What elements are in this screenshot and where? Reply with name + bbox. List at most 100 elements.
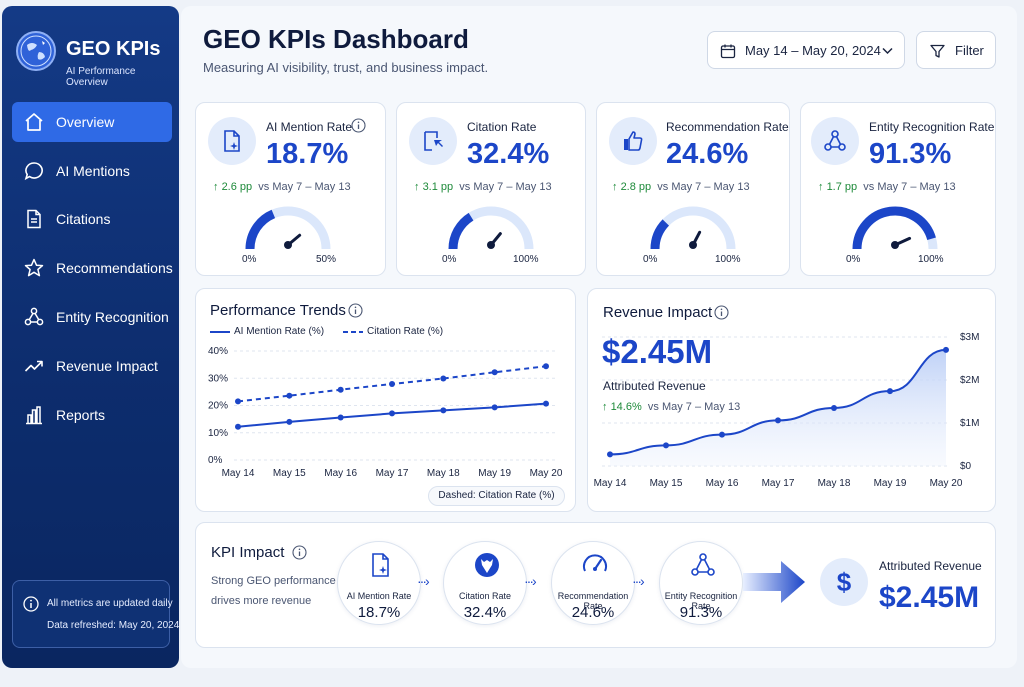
x-tick-label: May 18 <box>427 468 460 479</box>
info-icon[interactable] <box>292 545 307 560</box>
x-tick-label: May 16 <box>324 468 357 479</box>
data-point <box>831 404 837 411</box>
date-range-picker[interactable]: May 14 – May 20, 2024 <box>707 31 905 69</box>
sidebar-item-revenue-impact[interactable]: Revenue Impact <box>12 346 172 386</box>
gauge-min-label: 0% <box>846 254 861 265</box>
info-icon[interactable] <box>351 118 366 133</box>
chat-bubble-icon <box>24 162 43 181</box>
flow-step-citation-rate: Citation Rate 32.4% <box>443 541 527 625</box>
chart-note: Dashed: Citation Rate (%) <box>428 486 565 506</box>
y-tick-label: 30% <box>208 373 228 384</box>
kpi-change: ↑ 2.6 pp vs May 7 – May 13 <box>213 181 351 193</box>
kpi-delta-value: 2.8 pp <box>620 181 652 193</box>
flow-step-value: 32.4% <box>463 604 507 621</box>
big-arrow-icon <box>743 561 805 603</box>
gauge-fill <box>245 209 276 250</box>
revenue-compare-period: vs May 7 – May 13 <box>647 401 741 413</box>
arrow-up-icon: ↑ <box>602 401 611 413</box>
data-point <box>543 400 549 407</box>
data-point <box>235 423 241 430</box>
kpi-name: AI Mention Rate <box>266 120 353 134</box>
section-title: KPI Impact <box>211 544 285 561</box>
sidebar-item-overview[interactable]: Overview <box>12 102 172 142</box>
sidebar-item-reports[interactable]: Reports <box>12 395 172 435</box>
gauge-needle-hub <box>891 241 899 249</box>
gauge-icon <box>583 554 607 572</box>
data-point <box>337 414 344 421</box>
x-tick-label: May 19 <box>478 468 511 479</box>
sidebar: GEO KPIs AI Performance Overview Overvie… <box>2 6 179 668</box>
document-sparkle-icon <box>208 117 256 165</box>
y-tick-label: $1M <box>960 418 979 429</box>
gauge-min-label: 0% <box>643 254 658 265</box>
flow-step-value: 24.6% <box>571 604 615 621</box>
gauge-max-label: 100% <box>513 254 539 265</box>
arrow-up-icon: ↑ <box>414 181 423 193</box>
info-icon[interactable] <box>714 305 729 320</box>
flow-arrow-icon: ···› <box>632 573 645 589</box>
kpi-compare-period: vs May 7 – May 13 <box>863 181 956 193</box>
data-point <box>491 369 498 376</box>
x-tick-label: May 15 <box>650 478 683 489</box>
kpi-gauge <box>650 206 736 250</box>
x-tick-label: May 14 <box>222 468 255 479</box>
legend-dashed-swatch <box>343 331 363 333</box>
flow-arrow-icon: ···› <box>524 573 537 589</box>
revenue-impact-card: Revenue Impact $2.45M Attributed Revenue… <box>587 288 996 512</box>
kpi-value: 24.6% <box>666 138 749 170</box>
sidebar-item-ai-mentions[interactable]: AI Mentions <box>12 151 172 191</box>
data-point <box>607 451 613 458</box>
kpi-value: 18.7% <box>266 138 349 170</box>
sidebar-item-entity-recognition[interactable]: Entity Recognition <box>12 297 172 337</box>
data-point <box>887 388 893 395</box>
kpi-name: Recommendation Rate <box>666 120 789 134</box>
info-icon[interactable] <box>348 303 363 318</box>
kpi-name: Citation Rate <box>467 120 537 134</box>
gauge-needle-hub <box>689 241 697 249</box>
kpi-delta-value: 1.7 pp <box>826 181 858 193</box>
gauge-fill <box>852 206 936 250</box>
kpi-compare-period: vs May 7 – May 13 <box>657 181 750 193</box>
network-icon <box>691 553 715 576</box>
flow-step-value: 18.7% <box>357 604 401 621</box>
data-point <box>337 386 344 393</box>
kpi-card-entity-recognition-rate: Entity Recognition Rate 91.3% ↑ 1.7 pp v… <box>800 102 996 276</box>
sidebar-item-label: Recommendations <box>56 260 173 276</box>
gauge-fill <box>448 212 474 250</box>
performance-trends-card: Performance Trends AI Mention Rate (%) C… <box>195 288 576 512</box>
y-tick-label: $2M <box>960 375 979 386</box>
x-tick-label: May 16 <box>706 478 739 489</box>
data-point <box>440 407 447 414</box>
sidebar-item-label: Overview <box>56 114 115 130</box>
revenue-label: Attributed Revenue <box>603 379 706 393</box>
thumbs-up-icon <box>609 117 657 165</box>
x-tick-label: May 15 <box>273 468 306 479</box>
sidebar-item-label: Entity Recognition <box>56 309 169 325</box>
network-icon <box>24 307 44 326</box>
performance-trends-chart: 0% 10% 20% 30% 40% May 14 May 15 May 16 May 17 Ma… <box>208 346 563 479</box>
date-range-label: May 14 – May 20, 2024 <box>745 43 881 58</box>
kpi-value: 32.4% <box>467 138 550 170</box>
data-refreshed-text: Data refreshed: May 20, 2024 <box>47 620 180 631</box>
home-icon <box>25 113 43 131</box>
kpi-compare-period: vs May 7 – May 13 <box>459 181 552 193</box>
flow-step-name: Recommendation Rate <box>557 591 629 611</box>
gauge-needle-hub <box>487 241 495 249</box>
sidebar-item-label: Revenue Impact <box>56 358 158 374</box>
filter-button[interactable]: Filter <box>916 31 996 69</box>
flow-step-recommendation-rate: Recommendation Rate 24.6% <box>551 541 635 625</box>
legend-solid-swatch <box>210 331 230 333</box>
legend-label-citation: Citation Rate (%) <box>367 326 444 337</box>
sidebar-item-recommendations[interactable]: Recommendations <box>12 248 173 288</box>
x-tick-label: May 20 <box>530 468 563 479</box>
kpi-gauge <box>245 206 331 250</box>
filter-icon <box>930 44 945 58</box>
y-tick-label: 40% <box>208 346 228 357</box>
sidebar-item-citations[interactable]: Citations <box>12 199 172 239</box>
filter-label: Filter <box>955 43 984 58</box>
sidebar-item-label: Citations <box>56 211 111 227</box>
page-title: GEO KPIs Dashboard <box>203 24 469 54</box>
badge-icon <box>475 553 499 577</box>
sidebar-item-label: Reports <box>56 407 106 423</box>
document-sparkle-icon <box>372 553 389 577</box>
